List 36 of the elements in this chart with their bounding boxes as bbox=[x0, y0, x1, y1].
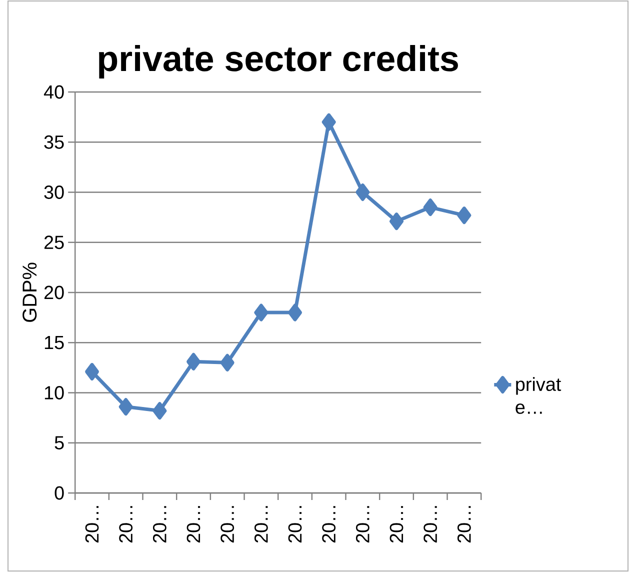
point bbox=[322, 113, 336, 131]
legend-label: privat e… bbox=[516, 377, 562, 414]
point bbox=[288, 304, 302, 322]
y-tick-label: 40 bbox=[44, 85, 64, 99]
chart-title: private sector credits bbox=[99, 45, 458, 78]
point bbox=[220, 354, 234, 372]
x-tick-label: 20… bbox=[424, 506, 438, 543]
point bbox=[85, 362, 100, 380]
y-tick-label: 10 bbox=[44, 386, 64, 400]
y-tick-label: 30 bbox=[44, 186, 64, 199]
x-tick-label: 20… bbox=[85, 506, 99, 543]
x-tick-label: 20… bbox=[152, 506, 166, 543]
point bbox=[254, 304, 268, 322]
point bbox=[457, 206, 472, 224]
point bbox=[186, 352, 201, 370]
x-tick-label: 20… bbox=[288, 506, 302, 543]
y-tick-label: 20 bbox=[44, 286, 64, 300]
y-tick-label: 0 bbox=[54, 486, 64, 500]
y-tick-label: 5 bbox=[54, 436, 64, 450]
y-axis-title: GDP% bbox=[22, 262, 37, 322]
x-tick-label: 20… bbox=[186, 506, 200, 543]
x-tick-label: 20… bbox=[390, 506, 404, 543]
x-tick-label: 20… bbox=[356, 506, 370, 543]
point bbox=[118, 398, 133, 416]
x-tick-label: 20… bbox=[254, 506, 268, 543]
x-tick-label: 20… bbox=[457, 506, 471, 543]
y-tick-label: 25 bbox=[44, 236, 64, 250]
x-tick-label: 20… bbox=[322, 506, 336, 543]
point bbox=[423, 198, 438, 216]
y-tick-label: 35 bbox=[44, 135, 64, 149]
y-tick-label: 15 bbox=[44, 336, 64, 350]
x-tick-label: 20… bbox=[220, 506, 234, 543]
point bbox=[152, 402, 167, 420]
x-tick-label: 20… bbox=[119, 506, 133, 543]
point bbox=[356, 183, 370, 201]
point bbox=[390, 212, 404, 230]
